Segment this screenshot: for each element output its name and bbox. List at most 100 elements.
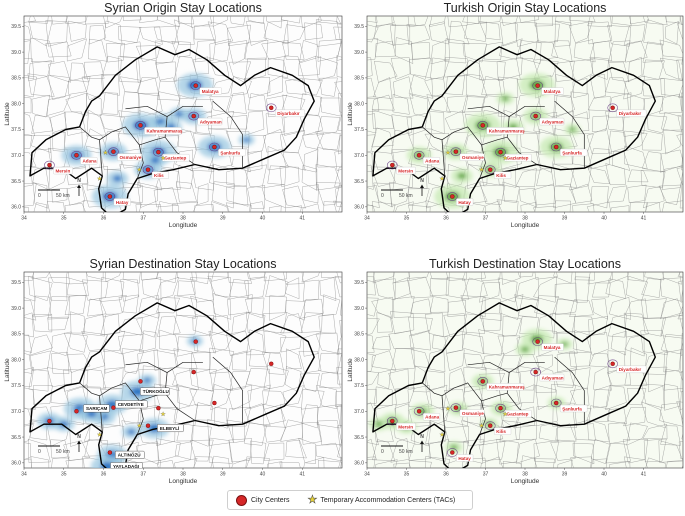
x-tick-label: 34 <box>364 472 370 478</box>
city-label: Malatya <box>544 345 561 350</box>
x-tick-label: 39 <box>220 472 226 478</box>
density-core <box>175 111 183 116</box>
y-tick-label: 38.0 <box>354 357 364 363</box>
density-core <box>127 429 135 434</box>
city-center-marker <box>192 114 196 118</box>
x-tick-label: 37 <box>140 216 146 222</box>
city-center-marker <box>47 163 51 167</box>
y-tick-label: 37.5 <box>354 383 364 389</box>
x-tick-label: 36 <box>101 472 107 478</box>
scale-bar-start-label: 0 <box>38 449 41 455</box>
city-label: Gaziantep <box>507 155 529 160</box>
district-label: SARIÇAM <box>86 406 108 411</box>
x-tick-label: 34 <box>21 472 27 478</box>
x-tick-label: 40 <box>601 216 607 222</box>
x-tick-label: 37 <box>483 216 489 222</box>
city-center-marker <box>138 123 142 127</box>
north-label: N <box>420 434 424 440</box>
scale-bar-start-label: 0 <box>381 449 384 455</box>
x-tick-label: 41 <box>641 472 647 478</box>
x-axis-label: Longitude <box>169 222 198 229</box>
tac-star-marker: ★ <box>97 175 102 182</box>
city-center-marker <box>488 168 492 172</box>
city-center-marker <box>212 401 216 405</box>
x-tick-label: 38 <box>522 216 528 222</box>
y-tick-label: 38.5 <box>11 76 21 82</box>
scale-bar-start-label: 0 <box>381 193 384 199</box>
city-label: Mersin <box>55 168 70 173</box>
scale-bar-start-label: 0 <box>38 193 41 199</box>
y-tick-label: 37.5 <box>11 127 21 133</box>
city-center-marker <box>611 362 615 366</box>
city-label: Adıyaman <box>542 375 564 380</box>
legend-item-city-centers: City Centers <box>236 495 290 506</box>
city-label: Kahramanmaraş <box>146 129 182 134</box>
y-tick-label: 38.0 <box>11 357 21 363</box>
city-label: Adıyaman <box>200 119 222 124</box>
density-core <box>375 422 383 427</box>
map-panel-syrian-destination: ★★★★TÜRKOĞLUCEVDETİYESARIÇAMELBEYLİALTIN… <box>4 257 360 485</box>
scale-bar-end-label: 50 km <box>399 193 413 199</box>
y-axis-label: Latitude <box>347 102 354 126</box>
map-frame <box>24 272 342 468</box>
y-tick-label: 38.5 <box>354 332 364 338</box>
map-title: Syrian Origin Stay Locations <box>104 1 262 15</box>
city-center-marker <box>499 150 503 154</box>
city-label: Mersin <box>398 424 413 429</box>
x-tick-label: 39 <box>562 216 568 222</box>
x-tick-label: 34 <box>364 216 370 222</box>
y-tick-label: 36.5 <box>354 435 364 441</box>
y-tick-label: 39.0 <box>354 306 364 312</box>
city-center-marker <box>536 340 540 344</box>
city-center-marker <box>611 106 615 110</box>
scale-bar-end-label: 50 km <box>56 193 70 199</box>
city-label: Osmaniye <box>462 155 484 160</box>
city-center-marker <box>481 123 485 127</box>
x-tick-label: 38 <box>180 216 186 222</box>
x-tick-label: 38 <box>522 472 528 478</box>
map-title: Syrian Destination Stay Locations <box>90 257 277 271</box>
x-tick-label: 36 <box>443 472 449 478</box>
tac-star-marker: ★ <box>137 423 142 430</box>
density-core <box>521 347 529 352</box>
city-label: Diyarbakır <box>619 111 642 116</box>
x-tick-label: 41 <box>641 216 647 222</box>
x-tick-label: 38 <box>180 472 186 478</box>
density-core <box>151 157 160 163</box>
city-label: Osmaniye <box>462 411 484 416</box>
y-tick-label: 37.5 <box>11 383 21 389</box>
map-panel-turkish-origin: MalatyaDiyarbakırAdıyamanKahramanmaraşŞa… <box>347 1 685 229</box>
city-label: Şanlıurfa <box>220 150 240 155</box>
y-tick-label: 37.0 <box>11 409 21 415</box>
y-tick-label: 39.0 <box>11 306 21 312</box>
north-label: N <box>77 178 81 184</box>
city-center-marker <box>488 424 492 428</box>
city-center-marker <box>554 145 558 149</box>
district-label: YAYLADAĞI <box>113 462 139 469</box>
city-center-marker <box>499 406 503 410</box>
tac-star-marker: ★ <box>439 175 444 182</box>
map-panel-turkish-destination: MalatyaDiyarbakırAdıyamanKahramanmaraşŞa… <box>347 257 685 485</box>
north-label: N <box>77 434 81 440</box>
y-tick-label: 36.5 <box>11 179 21 185</box>
density-core <box>113 175 122 181</box>
y-tick-label: 36.0 <box>11 461 21 467</box>
y-tick-label: 37.0 <box>354 409 364 415</box>
x-tick-label: 41 <box>299 216 305 222</box>
city-center-marker <box>192 370 196 374</box>
tac-star-marker: ★ <box>479 167 484 174</box>
y-tick-label: 36.0 <box>354 205 364 211</box>
city-label: Gaziantep <box>164 155 186 160</box>
north-label: N <box>420 178 424 184</box>
city-center-marker <box>212 145 216 149</box>
city-center-marker <box>536 84 540 88</box>
city-center-marker <box>111 150 115 154</box>
map-title: Turkish Origin Stay Locations <box>444 1 607 15</box>
x-tick-label: 39 <box>220 216 226 222</box>
y-tick-label: 39.5 <box>354 24 364 30</box>
y-axis-label: Latitude <box>4 102 11 126</box>
tac-star-marker: ★ <box>479 423 484 430</box>
district-label: TÜRKOĞLU <box>143 387 170 394</box>
district-label: ELBEYLİ <box>160 425 179 431</box>
